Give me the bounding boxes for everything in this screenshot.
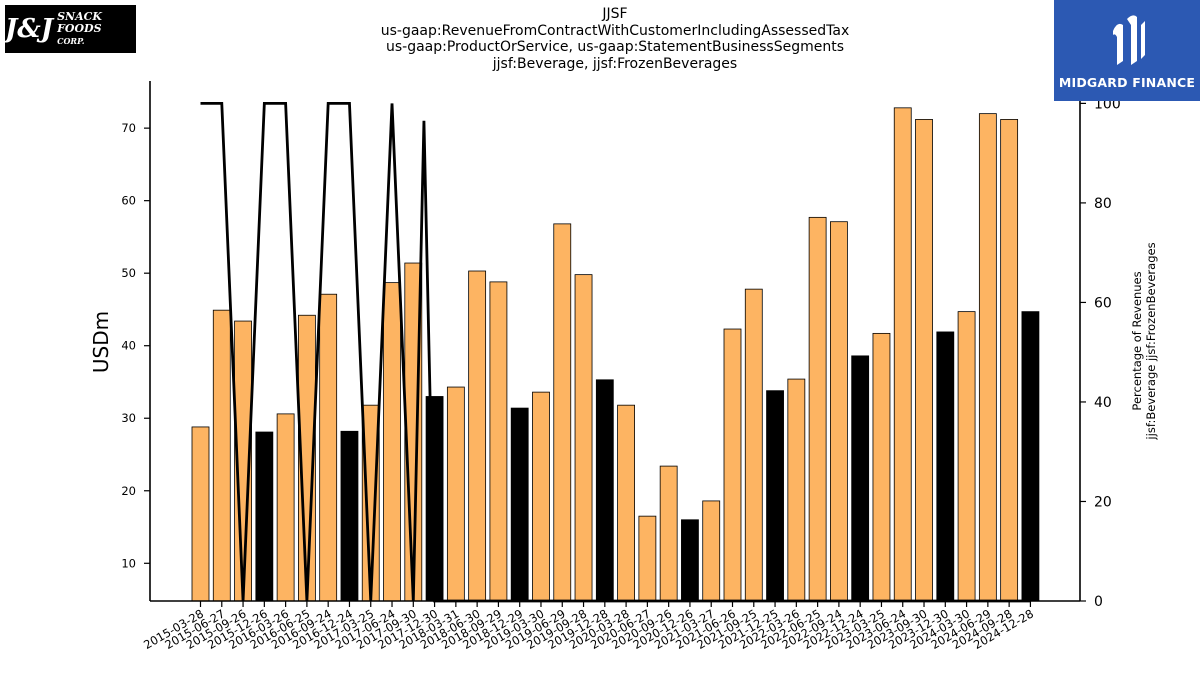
bar — [808, 216, 827, 602]
y2-axis-label-2: jjsf:Beverage jjsf:FrozenBeverages — [1144, 242, 1158, 440]
bar — [191, 426, 210, 602]
midgard-glyph-icon — [1113, 15, 1145, 65]
y2-tick-label: 20 — [1094, 494, 1112, 510]
midgard-name: MIDGARD FINANCE — [1058, 75, 1196, 90]
bar — [532, 391, 550, 602]
bar — [936, 331, 955, 602]
title-line: jjsf:Beverage, jjsf:FrozenBeverages — [492, 55, 738, 72]
y-tick-label: 40 — [121, 339, 136, 353]
y2-tick-label: 0 — [1094, 594, 1103, 610]
y2-tick-label: 40 — [1094, 395, 1112, 411]
title-line: JJSF — [602, 6, 628, 22]
bar — [446, 386, 465, 602]
y2-tick-label: 80 — [1094, 196, 1112, 212]
y-tick-label: 30 — [121, 411, 136, 425]
title-line: us-gaap:RevenueFromContractWithCustomerI… — [380, 22, 850, 39]
bar — [915, 119, 933, 602]
logo-mark: J&J — [5, 14, 54, 44]
bar — [617, 404, 635, 602]
bar — [468, 270, 487, 602]
y2-axis-label: Percentage of Revenues — [1130, 271, 1144, 410]
bar — [383, 282, 401, 602]
x-tick-labels: 2015-03-282015-06-272015-09-262015-12-26… — [141, 601, 1036, 652]
bar — [744, 288, 763, 602]
bar — [830, 221, 848, 602]
y-tick-labels: 10 20 30 40 50 60 70 — [121, 121, 150, 570]
bar — [787, 378, 806, 602]
bar — [957, 311, 976, 602]
bar — [1000, 119, 1019, 602]
y-tick-label: 10 — [121, 556, 136, 570]
y-axis-label: USDm — [89, 311, 113, 373]
chart-title: JJSF us-gaap:RevenueFromContractWithCust… — [300, 6, 930, 72]
bar — [319, 293, 338, 602]
axes-group — [149, 81, 1081, 602]
y-tick-label: 20 — [121, 484, 136, 498]
jj-snack-foods-logo: J&J SNACK FOODS CORP. — [5, 5, 136, 53]
bar — [659, 465, 678, 602]
bar — [893, 107, 912, 602]
bar — [212, 309, 231, 602]
bar — [489, 281, 508, 602]
bar — [638, 515, 657, 602]
bar — [574, 274, 593, 602]
bar — [276, 413, 295, 602]
bar — [851, 355, 870, 602]
bar — [510, 407, 529, 602]
y-tick-label: 50 — [121, 266, 136, 280]
logo-company: SNACK FOODS — [57, 10, 102, 35]
y2-axis-label-line-2: jjsf:Beverage jjsf:FrozenBeverages — [1144, 242, 1158, 440]
bar — [723, 328, 742, 602]
logo-text: SNACK FOODS CORP. — [57, 11, 136, 47]
bar — [553, 223, 572, 602]
bar — [595, 379, 614, 602]
logo-corp: CORP. — [57, 36, 85, 46]
bar — [340, 430, 359, 602]
y2-tick-label: 60 — [1094, 295, 1112, 311]
y-tick-label: 70 — [121, 121, 136, 135]
bar — [766, 390, 784, 602]
bar — [702, 500, 721, 602]
bar — [681, 519, 699, 602]
bar — [1021, 311, 1040, 602]
y2-axis-label-line-1: Percentage of Revenues — [1130, 271, 1144, 410]
bar — [255, 431, 274, 602]
midgard-finance-logo: MIDGARD FINANCE — [1054, 0, 1200, 101]
bar — [872, 332, 891, 602]
bars-group — [191, 107, 1040, 602]
y-tick-label: 60 — [121, 194, 136, 208]
title-line: us-gaap:ProductOrService, us-gaap:Statem… — [385, 39, 844, 55]
bar — [978, 113, 997, 602]
